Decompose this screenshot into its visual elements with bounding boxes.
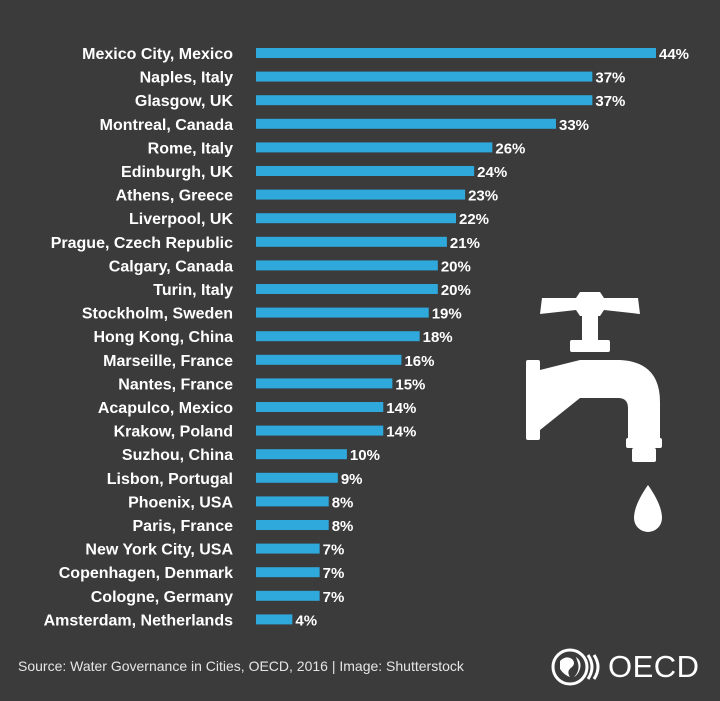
- value-label: 24%: [477, 164, 507, 181]
- category-label: Calgary, Canada: [109, 258, 233, 275]
- bar: [256, 213, 456, 224]
- bar: [256, 236, 447, 247]
- value-label: 20%: [441, 258, 471, 275]
- category-label: Nantes, France: [118, 376, 233, 393]
- category-label: Cologne, Germany: [91, 589, 233, 606]
- value-label: 14%: [386, 400, 416, 417]
- value-label: 10%: [350, 447, 380, 464]
- category-label: Stockholm, Sweden: [82, 306, 233, 323]
- category-label: Lisbon, Portugal: [107, 471, 233, 488]
- value-label: 33%: [559, 117, 589, 134]
- bar: [256, 520, 329, 530]
- category-label: Montreal, Canada: [100, 117, 233, 134]
- bar: [256, 354, 402, 365]
- category-label: Glasgow, UK: [135, 93, 234, 110]
- category-label: Turin, Italy: [153, 282, 233, 299]
- value-label: 15%: [395, 376, 425, 393]
- value-label: 7%: [323, 589, 345, 606]
- bar: [256, 48, 656, 58]
- oecd-globe-icon: [551, 648, 600, 686]
- bar: [256, 496, 329, 507]
- category-label: Athens, Greece: [116, 188, 233, 205]
- category-label: Krakow, Poland: [114, 424, 233, 441]
- category-label: Mexico City, Mexico: [82, 46, 233, 63]
- category-label: Suzhou, China: [122, 447, 233, 464]
- category-label: Paris, France: [133, 518, 234, 535]
- value-label: 9%: [341, 471, 363, 488]
- bar: [256, 189, 466, 200]
- bar: [256, 118, 556, 129]
- value-label: 4%: [295, 612, 317, 629]
- bar: [256, 425, 384, 436]
- category-label: Naples, Italy: [140, 70, 233, 87]
- value-label: 18%: [423, 329, 453, 346]
- value-label: 22%: [459, 211, 489, 228]
- value-label: 37%: [595, 70, 625, 87]
- value-label: 7%: [323, 542, 345, 559]
- water-tap-icon: [526, 292, 662, 532]
- category-label: New York City, USA: [85, 542, 233, 559]
- category-label: Rome, Italy: [148, 140, 233, 157]
- category-label: Marseille, France: [103, 353, 233, 370]
- value-label: 21%: [450, 235, 480, 252]
- value-label: 20%: [441, 282, 471, 299]
- source-note: Source: Water Governance in Cities, OECD…: [18, 658, 464, 674]
- value-label: 16%: [404, 353, 434, 370]
- bar: [256, 378, 393, 389]
- value-label: 26%: [495, 140, 525, 157]
- bar: [256, 260, 438, 271]
- bar: [256, 614, 293, 625]
- category-label: Prague, Czech Republic: [51, 235, 233, 252]
- bar: [256, 166, 475, 176]
- value-label: 8%: [332, 494, 354, 511]
- bar: [256, 284, 438, 294]
- value-label: 14%: [386, 424, 416, 441]
- value-label: 23%: [468, 188, 498, 205]
- category-label: Copenhagen, Denmark: [59, 565, 233, 582]
- bar: [256, 402, 384, 412]
- oecd-logo: OECD: [550, 645, 710, 689]
- category-label: Acapulco, Mexico: [98, 400, 233, 417]
- bar: [256, 331, 420, 342]
- category-label: Hong Kong, China: [93, 329, 233, 346]
- water-drop-icon: [634, 485, 662, 532]
- bar: [256, 71, 593, 82]
- bar: [256, 543, 320, 554]
- bar: [256, 567, 320, 578]
- bar: [256, 95, 593, 106]
- bar-chart: Mexico City, Mexico 44% Naples, Italy 37% Gl…: [44, 46, 689, 629]
- category-label: Amsterdam, Netherlands: [44, 612, 233, 629]
- bar: [256, 590, 320, 601]
- bar: [256, 472, 338, 483]
- value-label: 44%: [659, 46, 689, 63]
- category-label: Liverpool, UK: [129, 211, 233, 228]
- value-label: 19%: [432, 306, 462, 323]
- category-label: Phoenix, USA: [128, 494, 233, 511]
- value-label: 8%: [332, 518, 354, 535]
- value-label: 7%: [323, 565, 345, 582]
- bar: [256, 449, 347, 460]
- oecd-logo-text: OECD: [608, 649, 700, 684]
- value-label: 37%: [595, 93, 625, 110]
- bar: [256, 142, 493, 153]
- bar: [256, 307, 429, 318]
- category-label: Edinburgh, UK: [121, 164, 233, 181]
